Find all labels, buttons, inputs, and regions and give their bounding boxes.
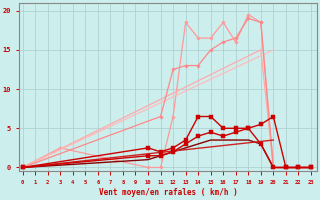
X-axis label: Vent moyen/en rafales ( km/h ): Vent moyen/en rafales ( km/h ) [99, 188, 237, 197]
